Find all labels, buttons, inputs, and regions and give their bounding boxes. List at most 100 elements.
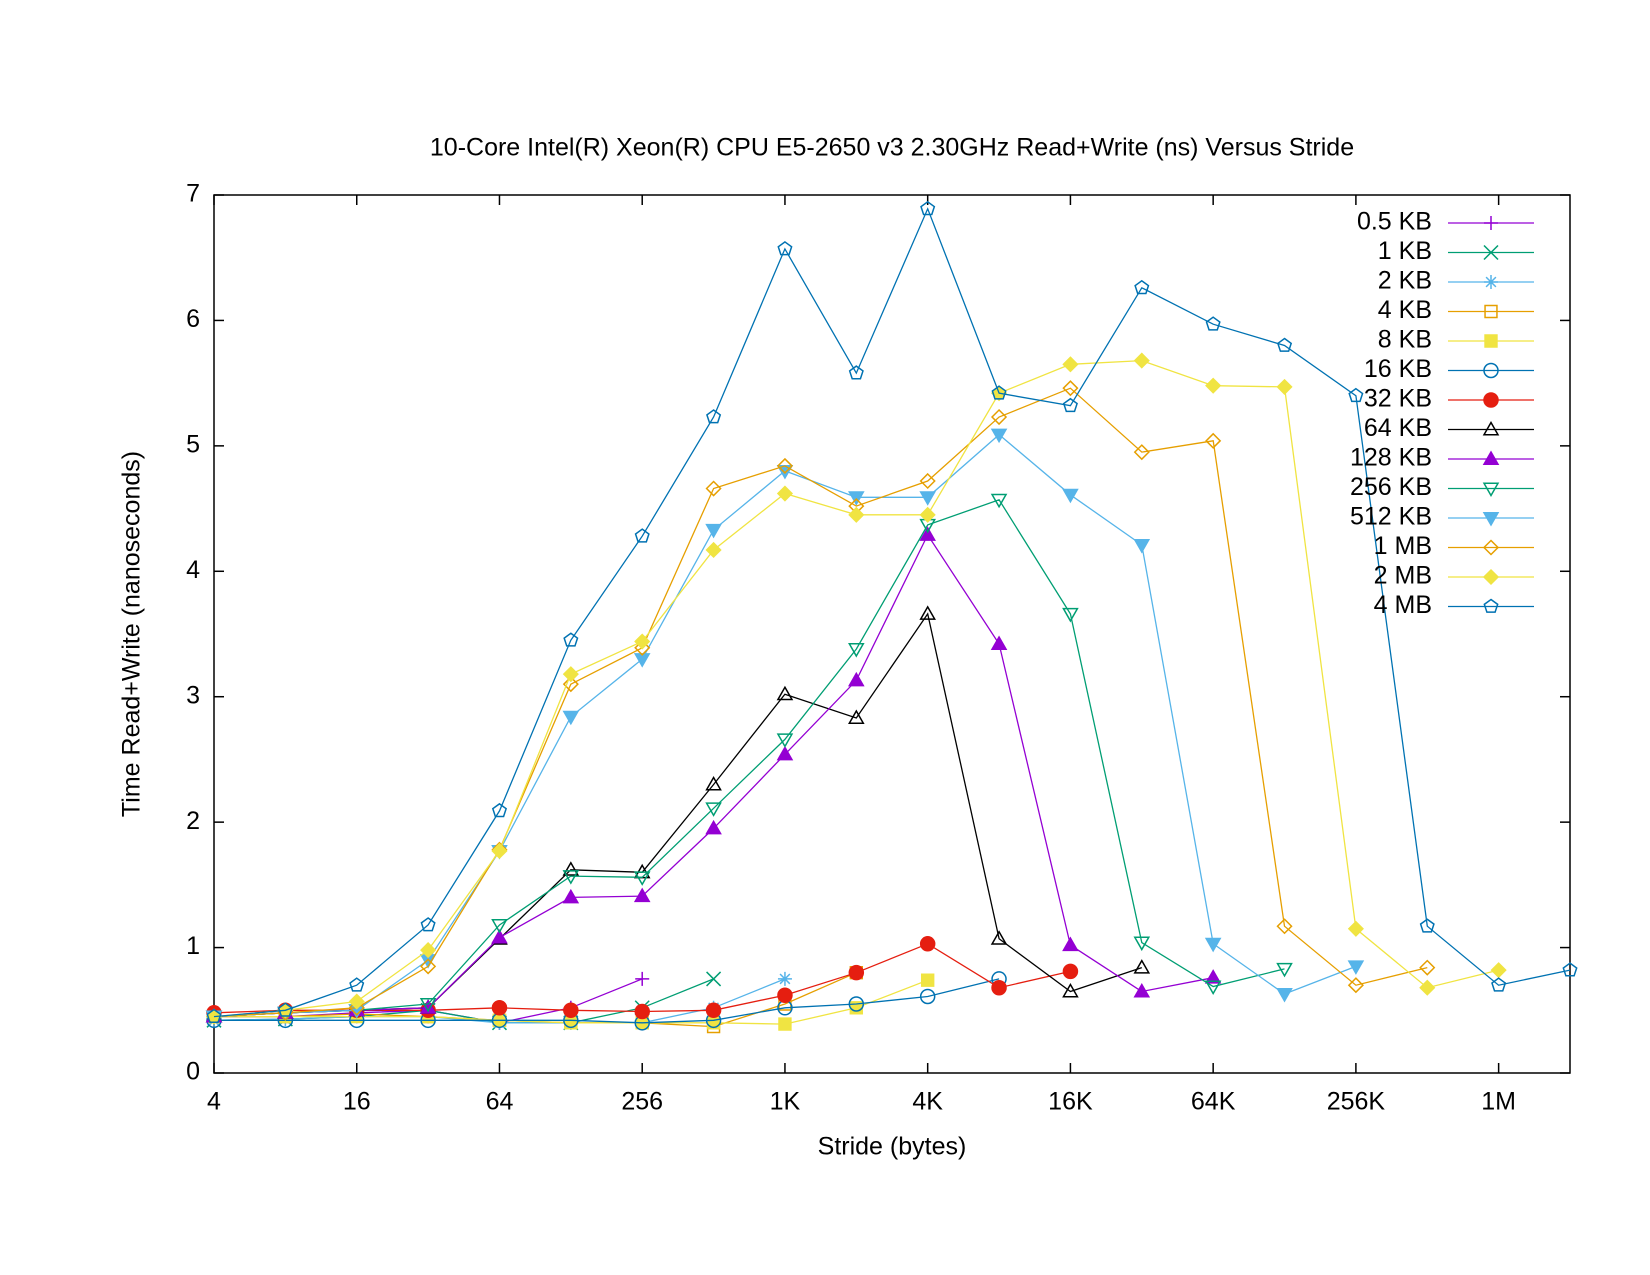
legend-label: 4 MB bbox=[1374, 591, 1432, 619]
marker bbox=[776, 745, 794, 761]
marker bbox=[1062, 963, 1079, 980]
legend-marker bbox=[1483, 598, 1499, 613]
marker bbox=[1133, 936, 1151, 952]
marker bbox=[990, 493, 1008, 509]
legend-marker bbox=[1482, 568, 1500, 586]
marker bbox=[491, 1000, 508, 1016]
marker bbox=[348, 993, 365, 1010]
marker bbox=[206, 1008, 222, 1023]
legend-marker bbox=[1484, 275, 1498, 289]
marker bbox=[1347, 977, 1364, 994]
y-tick-label: 2 bbox=[186, 807, 200, 835]
marker bbox=[633, 871, 651, 886]
marker bbox=[419, 999, 437, 1014]
marker bbox=[705, 819, 722, 835]
marker bbox=[1204, 969, 1222, 984]
marker bbox=[705, 802, 722, 817]
series-line bbox=[213, 387, 1428, 1018]
marker bbox=[1276, 987, 1293, 1003]
marker bbox=[562, 888, 580, 904]
marker bbox=[990, 428, 1008, 444]
marker bbox=[920, 973, 935, 987]
legend-label: 512 KB bbox=[1350, 503, 1432, 531]
marker bbox=[563, 632, 579, 647]
marker bbox=[1205, 377, 1222, 394]
marker bbox=[1490, 962, 1507, 979]
marker bbox=[1276, 918, 1293, 935]
marker bbox=[848, 643, 865, 658]
marker bbox=[563, 1002, 579, 1019]
marker bbox=[1062, 397, 1078, 413]
chart-title: 10-Core Intel(R) Xeon(R) CPU E5-2650 v3 … bbox=[430, 134, 1354, 162]
y-tick-label: 7 bbox=[186, 180, 200, 208]
series-line bbox=[214, 978, 1000, 1024]
marker bbox=[777, 971, 792, 986]
y-tick-label: 0 bbox=[186, 1058, 200, 1086]
marker bbox=[848, 964, 865, 981]
y-axis-label: Time Read+Write (nanoseconds) bbox=[118, 451, 146, 817]
marker bbox=[1562, 962, 1578, 977]
marker bbox=[1419, 959, 1436, 976]
marker bbox=[990, 635, 1008, 651]
marker bbox=[777, 987, 793, 1003]
marker bbox=[277, 1002, 293, 1017]
legend-marker bbox=[1484, 304, 1498, 319]
marker bbox=[1133, 982, 1151, 998]
x-tick-label: 64 bbox=[486, 1088, 514, 1116]
marker bbox=[633, 887, 651, 903]
marker bbox=[991, 979, 1007, 996]
marker bbox=[634, 1003, 650, 1020]
marker bbox=[777, 1000, 793, 1016]
x-tick-label: 256 bbox=[621, 1088, 663, 1116]
legend-marker bbox=[1482, 450, 1500, 465]
series-line bbox=[213, 207, 1571, 1018]
marker bbox=[919, 605, 936, 620]
marker bbox=[1062, 488, 1079, 504]
x-tick-label: 1K bbox=[770, 1088, 801, 1116]
marker bbox=[420, 917, 436, 932]
marker bbox=[848, 506, 865, 523]
marker bbox=[1491, 977, 1507, 992]
legend-marker bbox=[1482, 539, 1500, 556]
marker bbox=[848, 671, 865, 687]
plot-frame bbox=[213, 194, 1571, 1074]
legend-label: 256 KB bbox=[1350, 473, 1432, 501]
legend-label: 128 KB bbox=[1350, 444, 1432, 472]
marker bbox=[1419, 979, 1436, 996]
legend-label: 2 KB bbox=[1378, 267, 1432, 295]
marker bbox=[1205, 316, 1221, 331]
marker bbox=[919, 936, 936, 952]
marker bbox=[1204, 980, 1222, 995]
marker bbox=[491, 1012, 508, 1029]
legend-label: 8 KB bbox=[1378, 326, 1432, 354]
x-tick-label: 256K bbox=[1327, 1088, 1386, 1116]
legend-marker bbox=[1484, 216, 1498, 230]
legend-marker bbox=[1483, 392, 1499, 408]
marker bbox=[705, 541, 722, 559]
marker bbox=[491, 802, 508, 818]
x-tick-label: 16K bbox=[1048, 1088, 1093, 1116]
legend-label: 32 KB bbox=[1364, 385, 1432, 413]
marker bbox=[778, 1017, 792, 1031]
marker bbox=[491, 918, 508, 934]
legend-label: 4 KB bbox=[1378, 296, 1432, 324]
x-tick-label: 4K bbox=[912, 1088, 943, 1116]
marker bbox=[919, 506, 936, 523]
series-line bbox=[213, 499, 1285, 1018]
marker bbox=[990, 408, 1008, 426]
marker bbox=[776, 733, 794, 748]
marker bbox=[1062, 356, 1079, 373]
y-tick-label: 1 bbox=[186, 932, 200, 960]
marker bbox=[777, 241, 793, 256]
marker bbox=[491, 929, 508, 944]
marker bbox=[1204, 937, 1222, 953]
marker bbox=[634, 633, 651, 650]
marker bbox=[1133, 352, 1150, 369]
marker bbox=[562, 666, 579, 683]
marker bbox=[776, 457, 794, 474]
marker bbox=[705, 480, 722, 497]
legend-label: 1 KB bbox=[1378, 237, 1432, 265]
marker bbox=[920, 200, 936, 216]
